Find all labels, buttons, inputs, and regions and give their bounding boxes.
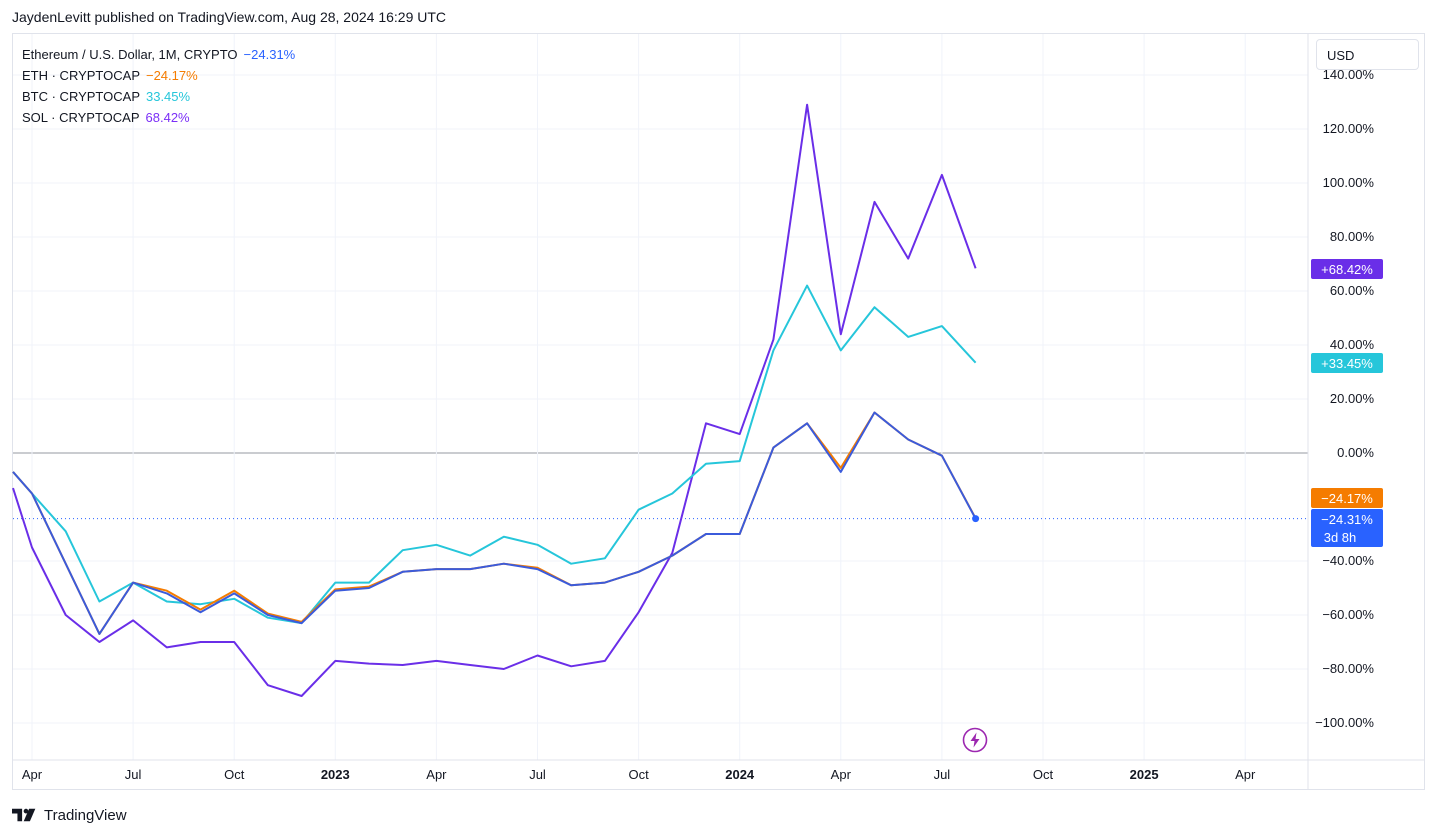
x-tick-label: Apr (831, 767, 852, 782)
price-label-countdown: 3d 8h (1324, 530, 1357, 545)
x-tick-label: Oct (628, 767, 649, 782)
y-tick-label: −60.00% (1322, 607, 1374, 622)
price-label-text: +68.42% (1321, 262, 1373, 277)
x-tick-label: Apr (426, 767, 447, 782)
legend-series-name: SOL · CRYPTOCAP (22, 110, 140, 125)
price-label-text: +33.45% (1321, 356, 1373, 371)
x-tick-label: Apr (22, 767, 43, 782)
x-tick-label: 2023 (321, 767, 350, 782)
x-tick-label: 2025 (1130, 767, 1159, 782)
price-label-bg (1311, 353, 1383, 373)
legend-series-name: BTC · CRYPTOCAP (22, 89, 140, 104)
chart-frame (12, 33, 1425, 790)
y-tick-label: −80.00% (1322, 661, 1374, 676)
footer-brand-label: TradingView (44, 806, 127, 824)
legend-series-value: 68.42% (145, 110, 190, 125)
legend-series-name: Ethereum / U.S. Dollar, 1M, CRYPTO (22, 47, 238, 62)
x-tick-label: Jul (529, 767, 546, 782)
x-tick-label: Jul (934, 767, 951, 782)
series-line-1 (12, 411, 977, 635)
price-label-text: −24.31% (1321, 512, 1373, 527)
x-tick-label: 2024 (725, 767, 755, 782)
legend-row-sol[interactable]: SOL · CRYPTOCAP 68.42% (22, 107, 295, 128)
y-tick-label: 20.00% (1330, 391, 1375, 406)
chart-legend: Ethereum / U.S. Dollar, 1M, CRYPTO −24.31… (22, 44, 295, 128)
y-tick-label: −40.00% (1322, 553, 1374, 568)
tradingview-logo-icon (12, 808, 36, 822)
footer-brand[interactable]: TradingView (12, 804, 127, 826)
y-tick-label: 120.00% (1323, 121, 1375, 136)
y-tick-label: −100.00% (1315, 715, 1374, 730)
y-tick-label: 80.00% (1330, 229, 1375, 244)
last-price-dot (972, 515, 980, 523)
legend-row-main[interactable]: Ethereum / U.S. Dollar, 1M, CRYPTO −24.31… (22, 44, 295, 65)
x-tick-label: Jul (125, 767, 142, 782)
x-tick-label: Oct (224, 767, 245, 782)
price-label-bg (1311, 488, 1383, 508)
legend-series-name: ETH · CRYPTOCAP (22, 68, 140, 83)
y-tick-label: 100.00% (1323, 175, 1375, 190)
series-line-0 (12, 411, 977, 635)
publisher-header: JaydenLevitt published on TradingView.co… (12, 9, 447, 25)
currency-selector-button[interactable]: USD (1316, 39, 1419, 70)
legend-series-value: −24.17% (145, 68, 198, 83)
y-tick-label: 60.00% (1330, 283, 1375, 298)
y-tick-label: 140.00% (1323, 67, 1375, 82)
price-label-bg (1311, 509, 1383, 547)
legend-series-value: −24.31% (243, 47, 296, 62)
x-tick-label: Apr (1235, 767, 1256, 782)
y-tick-label: 0.00% (1337, 445, 1374, 460)
series-line-2 (12, 284, 977, 625)
lightning-bolt-icon[interactable] (962, 727, 988, 753)
x-tick-label: Oct (1033, 767, 1054, 782)
legend-row-btc[interactable]: BTC · CRYPTOCAP 33.45% (22, 86, 295, 107)
y-tick-label: 40.00% (1330, 337, 1375, 352)
price-label-bg (1311, 259, 1383, 279)
price-label-text: −24.17% (1321, 491, 1373, 506)
legend-series-value: 33.45% (145, 89, 191, 104)
legend-row-eth[interactable]: ETH · CRYPTOCAP −24.17% (22, 65, 295, 86)
series-line-3 (12, 103, 977, 697)
